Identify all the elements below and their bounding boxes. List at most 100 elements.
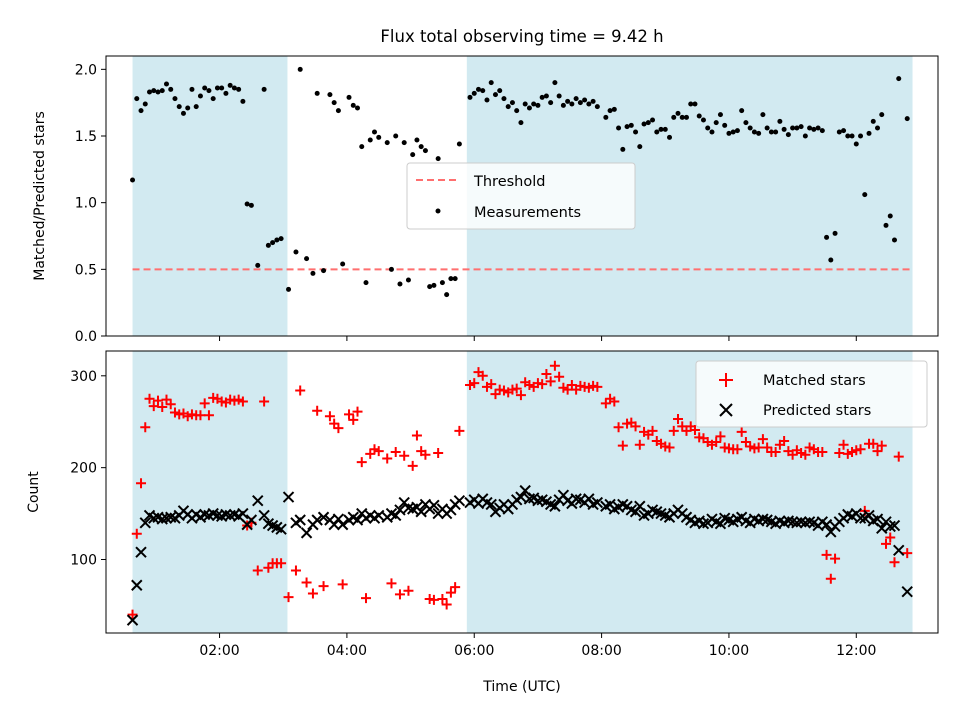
matched-star-point: [420, 449, 431, 460]
measurement-point: [662, 126, 668, 132]
predicted-star-point: [888, 519, 901, 532]
measurement-point: [590, 98, 596, 104]
matched-star-point: [344, 409, 355, 420]
predicted-star-point: [782, 515, 795, 527]
bottom-panel: 100 200 300 02:00 04:00 06:00 08:00 10:00 12:00…: [26, 350, 939, 695]
matched-star-point: [333, 423, 344, 434]
measurement-point: [879, 112, 885, 118]
matched-star-point: [295, 385, 306, 396]
bottom-x-tick-label-4: 10:00: [709, 643, 749, 659]
measurement-point: [393, 133, 399, 139]
measurement-point: [210, 96, 216, 102]
top-y-axis-label: Matched/Predicted stars: [32, 111, 48, 281]
measurement-point: [219, 85, 225, 91]
measurement-point: [756, 130, 762, 136]
measurement-point: [189, 86, 195, 92]
matched-star-point: [337, 579, 348, 590]
predicted-star-point: [317, 511, 330, 523]
measurement-point: [577, 100, 583, 106]
predicted-star-point: [135, 546, 147, 558]
measurement-point: [637, 144, 643, 150]
matched-star-point: [290, 565, 301, 576]
measurement-point: [484, 97, 490, 103]
matched-star-point: [715, 431, 726, 442]
measurement-point: [456, 141, 462, 147]
measurement-point: [751, 129, 757, 135]
matched-star-point: [394, 589, 405, 600]
measurement-point: [331, 100, 337, 106]
matched-star-point: [868, 438, 879, 449]
measurement-point: [202, 85, 208, 91]
measurement-point: [582, 97, 588, 103]
matched-star-point: [825, 573, 836, 584]
measurement-point: [240, 98, 246, 104]
top-y-tick-label-4: 2.0: [75, 62, 97, 78]
measurement-point: [439, 280, 445, 286]
measurement-point: [452, 276, 458, 282]
measurement-point: [853, 141, 859, 147]
matched-star-point: [711, 436, 722, 447]
matched-star-point: [838, 439, 849, 450]
measurement-point: [594, 104, 600, 110]
legend-matched-swatch: [719, 373, 733, 387]
measurement-point: [304, 256, 310, 262]
measurement-point: [722, 122, 728, 128]
legend-threshold-label: Threshold: [473, 174, 545, 190]
measurement-point: [274, 237, 280, 243]
matched-star-point: [515, 390, 526, 401]
measurement-point: [214, 85, 220, 91]
matched-star-point: [148, 401, 159, 412]
matched-star-point: [617, 440, 628, 451]
matched-star-point: [613, 422, 624, 433]
measurement-point: [168, 86, 174, 92]
predicted-star-point: [428, 499, 440, 512]
measurement-point: [340, 261, 346, 267]
matched-star-point: [127, 609, 138, 620]
top-y-tick-label-2: 1.0: [75, 196, 97, 212]
top-axes-frame: [105, 55, 939, 337]
bottom-y-tick-label-2: 300: [70, 369, 97, 385]
predicted-star-point: [294, 514, 306, 526]
measurement-point: [807, 125, 813, 131]
predicted-star-point: [300, 527, 313, 539]
measurement-point: [819, 128, 825, 134]
measurement-point: [180, 110, 186, 116]
measurement-point: [531, 101, 537, 107]
predicted-star-point: [252, 495, 264, 507]
measurement-point: [671, 114, 677, 120]
measurement-point: [713, 120, 719, 126]
top-legend: Threshold Measurements: [406, 162, 636, 230]
bottom-axes-frame: [105, 350, 939, 634]
matched-star-point: [753, 442, 764, 453]
predicted-star-point: [570, 493, 582, 505]
measurement-point: [367, 137, 373, 143]
measurement-point: [645, 120, 651, 126]
measurement-point: [696, 113, 702, 119]
matched-star-point: [157, 402, 168, 413]
measurement-point: [197, 93, 203, 99]
measurement-point: [747, 125, 753, 131]
measurement-point: [641, 121, 647, 127]
measurement-point: [355, 105, 361, 111]
predicted-star-point: [220, 508, 232, 521]
measurement-point: [667, 134, 673, 140]
measurement-point: [278, 236, 284, 242]
measurement-point: [607, 108, 613, 114]
measurement-point: [497, 88, 503, 94]
matched-star-point: [407, 460, 418, 471]
bottom-y-tick-label-0: 100: [70, 553, 97, 569]
measurement-point: [448, 276, 454, 282]
measurement-point: [265, 242, 271, 248]
predicted-star-point: [757, 513, 769, 525]
measurement-point: [552, 80, 558, 86]
measurement-point: [431, 282, 437, 288]
matched-star-point: [450, 582, 461, 593]
measurement-point: [692, 101, 698, 107]
measurement-point: [628, 122, 634, 128]
measurement-point: [705, 125, 711, 131]
bottom-x-ticks: 02:00 04:00 06:00 08:00 10:00 12:00: [199, 633, 876, 659]
matched-star-point: [732, 444, 743, 455]
measurement-point: [321, 268, 327, 274]
matched-star-point: [537, 379, 548, 390]
